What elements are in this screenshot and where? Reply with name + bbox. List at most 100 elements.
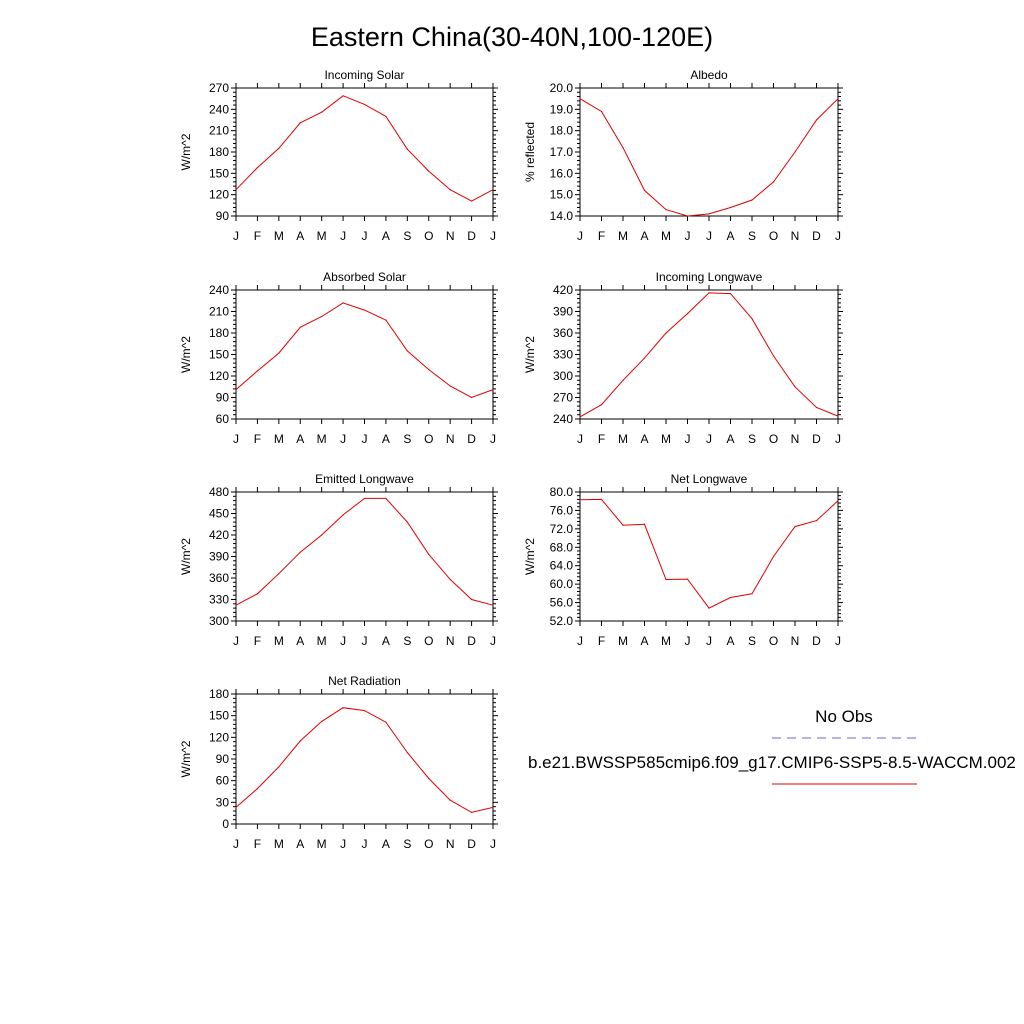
plot-frame [579,87,839,217]
plot-frame [235,693,494,825]
x-tick-label: J [362,837,368,851]
data-point [235,389,237,391]
data-point [321,534,323,536]
x-tick-label: O [424,229,433,243]
data-point [837,500,839,502]
data-point [665,332,667,334]
x-tick-label: O [424,837,433,851]
data-point [299,326,301,328]
y-tick-label: 16.0 [550,166,574,180]
series-line [579,498,839,609]
x-tick-label: J [362,432,368,446]
x-tick-label: M [618,229,628,243]
x-tick-label: A [640,229,648,243]
data-point [772,555,775,558]
y-tick-label: 150 [209,166,229,180]
x-tick-label: J [340,432,346,446]
chart-panel: Emitted Longwave W/m^2 300 330 360 390 420 450 4… [179,472,498,648]
data-point [794,525,796,528]
data-point [579,98,581,100]
y-tick-label: 270 [553,391,573,405]
y-axis-label: W/m^2 [179,133,193,170]
x-tick-label: D [467,837,476,851]
y-tick-label: 60 [216,412,230,426]
data-point [579,499,581,501]
chart-panel: Incoming Solar W/m^2 90 120 150 180 210 240 270 J… [179,68,498,243]
data-point [342,707,344,709]
y-tick-label: 150 [209,348,229,362]
x-tick-label: A [726,432,734,446]
x-tick-label: N [791,432,800,446]
x-tick-label: J [233,634,239,648]
x-tick-label: D [812,634,821,648]
x-tick-label: A [296,432,304,446]
x-tick-label: A [296,229,304,243]
x-tick-label: J [835,634,841,648]
y-tick-label: 330 [553,348,573,362]
data-point [686,313,689,315]
data-point [385,721,387,723]
series-line [579,292,839,418]
data-point [470,811,473,814]
data-point [363,309,366,311]
data-point [235,604,237,606]
x-tick-label: M [274,432,284,446]
y-axis-label: W/m^2 [523,336,537,373]
data-point [729,206,732,209]
data-point [708,213,710,215]
data-point [278,766,280,768]
x-tick-label: J [685,229,691,243]
data-point [579,416,581,418]
x-tick-label: M [317,634,327,648]
data-point [794,386,796,388]
y-axis-label: W/m^2 [523,538,537,575]
y-tick-label: 210 [209,305,229,319]
x-tick-label: F [254,837,261,851]
y-tick-label: 90 [216,391,230,405]
y-tick-label: 19.0 [550,102,574,116]
data-point [492,389,494,391]
x-tick-label: J [577,634,583,648]
x-tick-label: A [296,837,304,851]
y-tick-label: 360 [209,571,229,585]
series-line [235,497,494,606]
data-point [492,604,494,606]
x-tick-label: O [424,432,433,446]
x-tick-label: J [490,634,496,648]
data-point [837,415,839,417]
y-tick-label: 20.0 [550,81,574,95]
x-tick-label: S [748,432,756,446]
data-point [665,209,667,211]
figure-title: Eastern China(30-40N,100-120E) [311,22,713,52]
x-tick-label: A [726,634,734,648]
data-point [278,352,280,354]
x-tick-label: J [706,229,712,243]
data-point [256,593,259,595]
y-tick-label: 180 [209,145,229,159]
data-point [622,524,624,526]
x-tick-label: A [296,634,304,648]
y-tick-label: 120 [209,369,229,383]
plot-frame [235,491,494,622]
data-point [428,368,430,371]
y-tick-label: 150 [209,709,229,723]
y-tick-label: 90 [216,209,230,223]
data-point [406,350,408,352]
data-point [686,215,689,217]
x-tick-label: J [835,432,841,446]
data-point [363,497,366,500]
chart-title: Incoming Longwave [656,270,763,284]
series-line [235,302,494,399]
data-point [815,119,818,121]
data-point [256,167,259,169]
chart-panels: Incoming Solar W/m^2 90 120 150 180 210 240 270 J… [179,68,843,851]
x-tick-label: A [382,634,390,648]
data-point [686,578,689,580]
x-tick-label: N [446,634,455,648]
x-tick-label: J [233,837,239,851]
data-point [449,385,451,387]
x-tick-label: J [340,837,346,851]
data-point [342,95,344,97]
data-point [299,551,301,553]
data-point [428,170,430,172]
